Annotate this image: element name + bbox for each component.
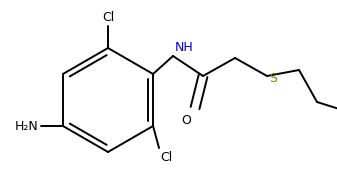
Text: NH: NH [175,41,194,54]
Text: Cl: Cl [102,11,114,24]
Text: Cl: Cl [160,151,172,164]
Text: H₂N: H₂N [15,119,39,132]
Text: O: O [181,114,191,127]
Text: S: S [269,73,277,85]
